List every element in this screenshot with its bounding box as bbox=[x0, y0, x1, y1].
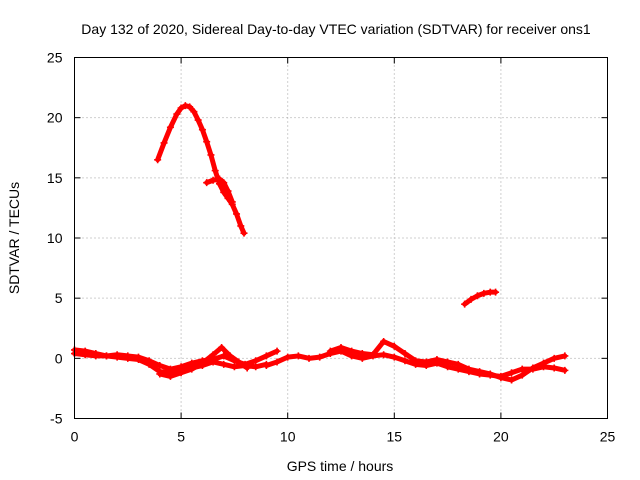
x-tick-label: 5 bbox=[177, 429, 185, 445]
x-tick-label: 20 bbox=[493, 429, 509, 445]
series-base-c bbox=[156, 344, 251, 380]
series-arc-branch bbox=[203, 175, 236, 206]
data-points bbox=[71, 102, 569, 384]
series-segment bbox=[155, 140, 167, 163]
data-point bbox=[561, 366, 569, 374]
y-axis-label: SDTVAR / TECUs bbox=[6, 182, 22, 294]
y-tick-label: 20 bbox=[47, 110, 63, 126]
data-point bbox=[561, 352, 569, 360]
series-arc-high bbox=[154, 102, 248, 237]
tick-labels: 0 5 10 15 20 25 -5 0 5 10 15 20 25 bbox=[47, 50, 616, 445]
series-segment bbox=[236, 359, 250, 371]
x-axis-label: GPS time / hours bbox=[287, 458, 394, 474]
x-tick-label: 15 bbox=[387, 429, 403, 445]
data-point bbox=[240, 229, 248, 237]
data-point bbox=[228, 198, 236, 206]
y-tick-label: 15 bbox=[47, 170, 63, 186]
y-tick-label: 25 bbox=[47, 50, 63, 66]
data-point bbox=[492, 288, 500, 296]
x-tick-label: 0 bbox=[71, 429, 79, 445]
grid bbox=[74, 57, 608, 419]
series-segment bbox=[263, 348, 280, 359]
y-tick-label: 5 bbox=[55, 290, 63, 306]
series-segment bbox=[370, 338, 387, 358]
series-arc-late bbox=[461, 288, 500, 308]
y-tick-label: -5 bbox=[50, 411, 63, 427]
series-base-e bbox=[326, 337, 569, 384]
data-point bbox=[243, 364, 251, 372]
y-tick-label: 0 bbox=[55, 350, 63, 366]
y-tick-label: 10 bbox=[47, 230, 63, 246]
x-tick-label: 25 bbox=[600, 429, 616, 445]
data-point bbox=[273, 347, 281, 355]
plot-frame bbox=[74, 57, 608, 419]
series-segment bbox=[161, 124, 173, 146]
chart-title: Day 132 of 2020, Sidereal Day-to-day VTE… bbox=[81, 21, 591, 37]
x-tick-label: 10 bbox=[280, 429, 296, 445]
